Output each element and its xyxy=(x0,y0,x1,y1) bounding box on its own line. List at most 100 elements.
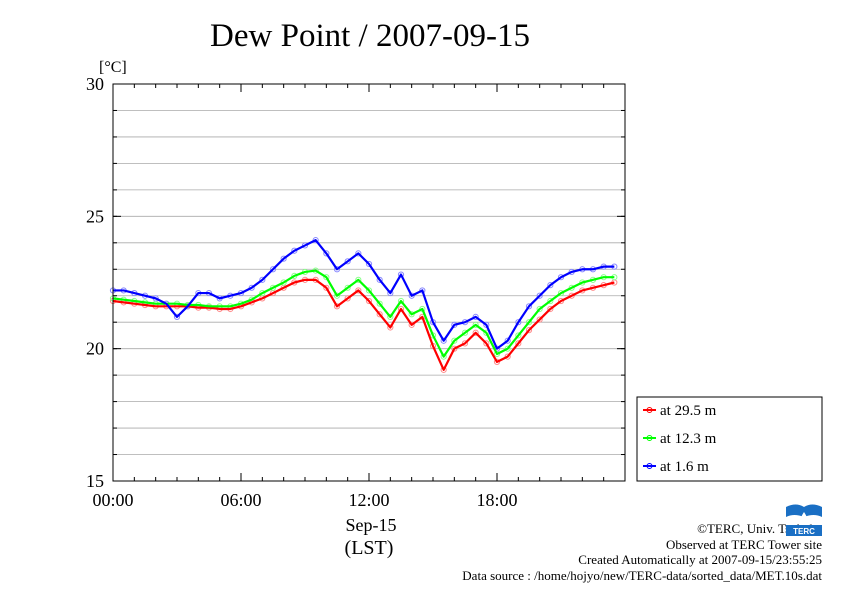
y-tick-label: 15 xyxy=(86,471,104,491)
legend-marker xyxy=(646,435,653,441)
data-point xyxy=(515,332,522,339)
data-point xyxy=(269,266,277,273)
y-tick-label: 25 xyxy=(86,206,104,226)
data-point xyxy=(397,297,405,305)
data-point xyxy=(323,274,330,281)
data-point xyxy=(451,345,458,352)
chart-title: Dew Point / 2007-09-15 xyxy=(210,18,530,54)
data-point xyxy=(376,276,383,283)
data-point xyxy=(408,321,415,328)
data-point xyxy=(259,289,266,297)
x-tick-label: 18:00 xyxy=(476,490,517,510)
grid-lines xyxy=(113,110,625,455)
data-point xyxy=(291,247,298,254)
data-point xyxy=(397,305,405,313)
data-point xyxy=(365,260,373,268)
x-axis-unit-label: (LST) xyxy=(345,537,394,559)
data-point xyxy=(408,311,415,318)
data-point xyxy=(440,353,447,360)
series-line xyxy=(112,278,615,371)
data-point xyxy=(504,337,511,344)
data-point xyxy=(472,313,479,321)
data-point xyxy=(280,255,287,262)
data-point xyxy=(493,358,501,365)
x-tick-label: 12:00 xyxy=(348,490,389,510)
data-point xyxy=(312,237,319,244)
logo-text: TERC xyxy=(793,527,815,536)
data-point xyxy=(280,279,287,286)
data-point xyxy=(547,297,554,305)
data-point xyxy=(387,289,394,297)
series-lines xyxy=(112,239,615,371)
series-line xyxy=(113,239,615,350)
x-tick-label: 06:00 xyxy=(220,490,261,510)
legend-label: at 12.3 m xyxy=(660,431,717,447)
data-point xyxy=(355,276,362,283)
data-point xyxy=(173,313,181,321)
data-point xyxy=(355,287,362,294)
data-point xyxy=(557,297,565,305)
data-point xyxy=(344,295,351,302)
legend-label: at 1.6 m xyxy=(660,459,709,475)
data-point xyxy=(451,337,458,344)
data-point xyxy=(536,305,543,313)
data-point xyxy=(568,292,575,299)
data-point xyxy=(397,271,405,278)
data-point xyxy=(323,250,330,257)
y-tick-label: 30 xyxy=(86,74,104,94)
legend-marker xyxy=(646,407,653,413)
data-point xyxy=(472,321,479,328)
data-point xyxy=(557,289,565,297)
credit-observed: Observed at TERC Tower site xyxy=(665,536,822,552)
plot-frame xyxy=(112,83,626,482)
credit-created: Created Automatically at 2007-09-15/23:5… xyxy=(578,552,822,567)
data-point xyxy=(525,327,533,334)
data-point xyxy=(525,319,533,326)
y-tick-label: 20 xyxy=(86,339,104,359)
y-tick-labels: 15 20 25 30 xyxy=(86,74,104,491)
data-point xyxy=(515,319,522,326)
data-point xyxy=(323,284,330,291)
data-point xyxy=(259,276,266,283)
data-point xyxy=(376,300,383,307)
credits-block: ©TERC, Univ. Tsukuba Observed at TERC To… xyxy=(462,521,822,583)
x-tick-labels: 00:00 06:00 12:00 18:00 xyxy=(92,490,517,510)
data-point xyxy=(472,329,479,336)
data-point xyxy=(504,353,511,360)
legend-marker xyxy=(646,463,653,469)
data-point xyxy=(461,340,469,347)
data-point xyxy=(376,311,383,318)
data-point xyxy=(536,292,543,299)
data-point xyxy=(248,284,255,291)
data-point xyxy=(547,305,554,313)
data-point xyxy=(344,284,351,291)
x-tick-label: 00:00 xyxy=(92,490,133,510)
data-point xyxy=(387,324,394,331)
data-point xyxy=(333,303,341,310)
credit-source: Data source : /home/hojyo/new/TERC-data/… xyxy=(462,567,822,583)
data-point xyxy=(355,250,362,257)
data-point xyxy=(333,266,341,273)
data-point xyxy=(504,345,511,352)
legend-label: at 29.5 m xyxy=(660,403,717,419)
data-point xyxy=(344,258,351,265)
legend: at 29.5 m at 12.3 m at 1.6 m xyxy=(636,396,823,482)
y-axis-label: [°C] xyxy=(99,59,127,76)
data-point xyxy=(557,274,565,281)
data-point xyxy=(547,282,554,289)
data-point xyxy=(408,292,415,299)
data-point xyxy=(483,340,490,347)
data-point xyxy=(525,303,533,310)
data-point xyxy=(536,316,543,323)
data-point xyxy=(365,297,373,305)
data-point xyxy=(365,287,373,294)
series-line xyxy=(112,269,615,358)
data-point xyxy=(440,337,447,344)
legend-box xyxy=(636,396,823,482)
data-point xyxy=(387,313,394,321)
credit-copyright: ©TERC, Univ. Tsukuba xyxy=(697,521,822,536)
data-point xyxy=(301,242,309,249)
data-point xyxy=(333,292,341,299)
terc-logo-icon: TERC xyxy=(786,504,822,536)
